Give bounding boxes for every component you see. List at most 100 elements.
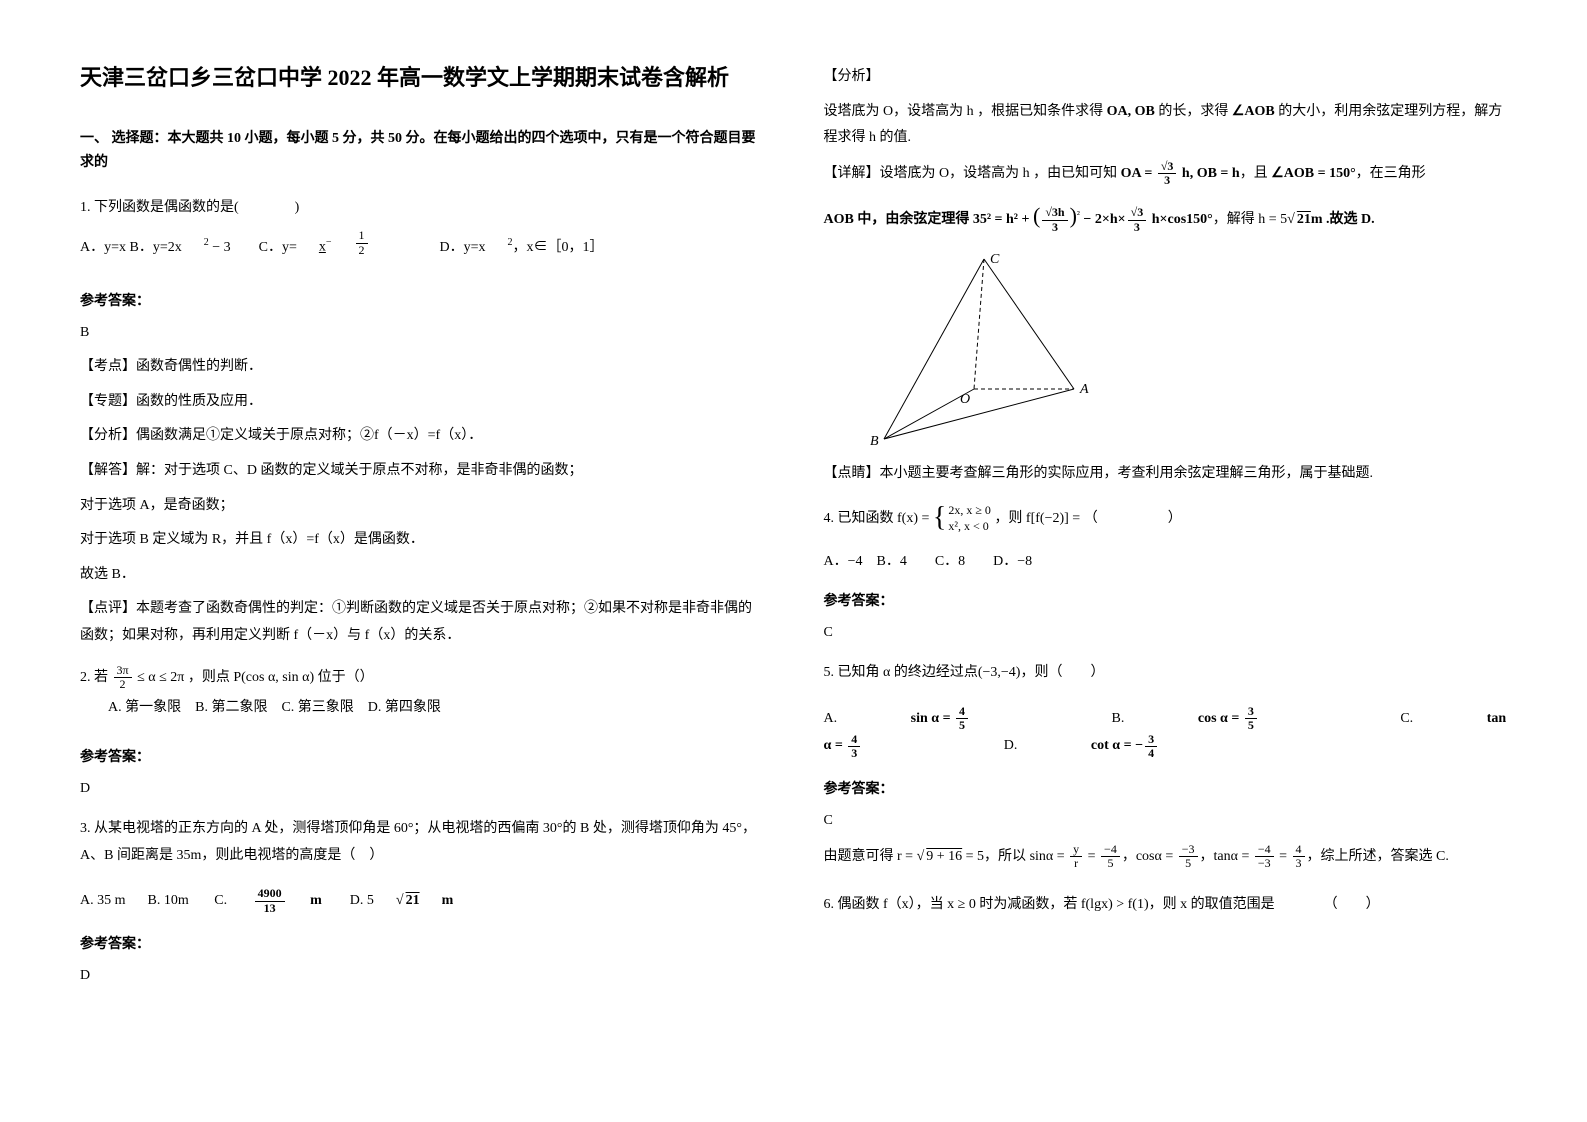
q1-tag4: 【解答】解：对于选项 C、D 函数的定义域关于原点不对称，是非奇非偶的函数； bbox=[80, 458, 764, 485]
t4lhs: 35² = h² + bbox=[973, 212, 1033, 227]
q5-answer-head: 参考答案： bbox=[824, 778, 1508, 798]
q5ssqrt: 9 + 16 bbox=[924, 849, 962, 864]
t3rhs: h, OB = h bbox=[1178, 166, 1239, 181]
q5-Apre: sin α = bbox=[911, 711, 954, 726]
q1-answer: B bbox=[80, 320, 764, 347]
t4n2: √3 bbox=[1128, 206, 1147, 220]
q3-optA: A. 35 m bbox=[80, 893, 126, 908]
q5-Cd: 3 bbox=[848, 747, 860, 760]
t3b: ，且 bbox=[1240, 166, 1272, 181]
q1-tag2: 【专题】函数的性质及应用． bbox=[80, 389, 764, 416]
q5s1d: 5 bbox=[1101, 857, 1120, 870]
q1-expneg: − bbox=[326, 237, 332, 248]
q5seq1: = bbox=[1084, 849, 1099, 864]
q3-optC-post: m bbox=[307, 893, 322, 908]
q1-optAB: A．y=x B．y=2x bbox=[80, 240, 182, 255]
t4lp: ( bbox=[1033, 203, 1040, 228]
question-1: 1. 下列函数是偶函数的是( ) A．y=x B．y=2x2 − 3 C．y=x… bbox=[80, 195, 764, 270]
q3-answer-head: 参考答案： bbox=[80, 933, 764, 953]
q1-answer-head: 参考答案： bbox=[80, 290, 764, 310]
q5t2d: 3 bbox=[1293, 857, 1305, 870]
q3-optC-den: 13 bbox=[255, 902, 285, 915]
q4-tail: （ ） bbox=[1084, 511, 1182, 526]
q5t2n: 4 bbox=[1293, 843, 1305, 857]
q3-optD-pre: D. 5 bbox=[322, 893, 374, 908]
q5-An: 4 bbox=[956, 705, 968, 719]
q1-exp-den: 2 bbox=[356, 244, 368, 257]
q3-optD-post: m bbox=[442, 893, 454, 908]
q5sc: ，cosα = bbox=[1122, 849, 1177, 864]
q3-sol-note: 【点睛】本小题主要考查解三角形的实际应用，考查利用余弦定理解三角形，属于基础题. bbox=[824, 461, 1508, 488]
q5c1d: 5 bbox=[1179, 857, 1198, 870]
t4sqrt: 21 bbox=[1295, 212, 1311, 227]
q5t1d: −3 bbox=[1255, 857, 1274, 870]
q1-postB: − 3 C．y= bbox=[209, 240, 297, 255]
q5ssd: r bbox=[1070, 857, 1082, 870]
exam-title: 天津三岔口乡三岔口中学 2022 年高一数学文上学期期末试卷含解析 bbox=[80, 60, 764, 95]
q5-Bpre: cos α = bbox=[1198, 711, 1243, 726]
q3-sol-head: 【分析】 bbox=[824, 64, 1508, 91]
q3-diagram: C O A B bbox=[864, 249, 1104, 449]
right-column: 【分析】 设塔底为 O，设塔高为 h ，根据已知条件求得 OA, OB 的长，求… bbox=[794, 60, 1538, 1082]
q5sa: 由题意可得 r = bbox=[824, 849, 917, 864]
q5-labB: B. bbox=[1112, 711, 1125, 726]
q1-tag6: 对于选项 B 定义域为 R，并且 f（x）=f（x）是偶函数． bbox=[80, 527, 764, 554]
q5-answer: C bbox=[824, 808, 1508, 835]
q5-solution: 由题意可得 r = √9 + 16 = 5，所以 sinα = yr = −45… bbox=[824, 843, 1508, 871]
q3-options: A. 35 mB. 10m C. 490013 m D. 5√21m bbox=[80, 887, 764, 915]
q3-optC-num: 4900 bbox=[255, 887, 285, 901]
question-6: 6. 偶函数 f（x），当 x ≥ 0 时为减函数，若 f(lgx) > f(1… bbox=[824, 892, 1508, 919]
t4in: √3h bbox=[1042, 206, 1067, 220]
q5-Dpre: cot α = − bbox=[1091, 738, 1143, 753]
q3-sol-line2: 设塔底为 O，设塔高为 h ，根据已知条件求得 OA, OB 的长，求得 ∠AO… bbox=[824, 99, 1508, 152]
q5-Bn: 3 bbox=[1245, 705, 1257, 719]
q5s1n: −4 bbox=[1101, 843, 1120, 857]
q5-Bd: 5 bbox=[1245, 719, 1257, 732]
q4-options: A．−4 B．4 C．8 D．−8 bbox=[824, 549, 1508, 576]
q4-piecewise: { 2x, x ≥ 0 x², x < 0 bbox=[933, 502, 991, 536]
q5-Cn: 4 bbox=[848, 733, 860, 747]
q6b: 时为减函数，若 bbox=[976, 897, 1081, 912]
t4a: AOB 中，由余弦定理得 bbox=[824, 212, 973, 227]
q1-supD: 2 bbox=[508, 237, 513, 248]
q5-labD: D. bbox=[1004, 738, 1018, 753]
q3-optB: B. 10m bbox=[148, 893, 193, 908]
q6c: ，则 x 的取值范围是 （ ） bbox=[1149, 897, 1380, 912]
q5se: ，综上所述，答案选 C. bbox=[1307, 849, 1449, 864]
q2-options: A. 第一象限 B. 第二象限 C. 第三象限 D. 第四象限 bbox=[80, 695, 764, 722]
q1-optC-exp: −12 bbox=[326, 237, 412, 248]
q1-tag3: 【分析】偶函数满足①定义域关于原点对称；②f（－x）=f（x）． bbox=[80, 423, 764, 450]
t3lhs: OA = bbox=[1121, 166, 1156, 181]
q2-den: 2 bbox=[114, 678, 132, 691]
t2a: 设塔底为 O，设塔高为 h ，根据已知条件求得 bbox=[824, 104, 1107, 119]
q1-options: A．y=x B．y=2x2 − 3 C．y=x−12 D．y=x2，x∈［0，1… bbox=[80, 229, 764, 261]
question-3: 3. 从某电视塔的正东方向的 A 处，测得塔顶仰角是 60°；从电视塔的西偏南 … bbox=[80, 816, 764, 869]
q6cond: x ≥ 0 bbox=[947, 897, 976, 912]
q5-Dd: 4 bbox=[1145, 747, 1157, 760]
q5c1n: −3 bbox=[1179, 843, 1198, 857]
q4-case2: x², x < 0 bbox=[948, 518, 991, 535]
brace-icon: { bbox=[933, 504, 946, 532]
q3-optD-sqrt: 21 bbox=[404, 893, 420, 908]
q1-tag7: 故选 B． bbox=[80, 562, 764, 589]
t2b: OA, OB bbox=[1107, 104, 1155, 119]
svg-text:A: A bbox=[1079, 382, 1089, 397]
q5t1n: −4 bbox=[1255, 843, 1274, 857]
t4b: ，解得 h = 5 bbox=[1213, 212, 1287, 227]
q2-pre: 2. 若 bbox=[80, 669, 112, 684]
q4-fx: f(x) = bbox=[897, 511, 933, 526]
q4-answer: C bbox=[824, 620, 1508, 647]
q2-answer: D bbox=[80, 776, 764, 803]
t2c: 的长，求得 bbox=[1155, 104, 1232, 119]
q3-optC-pre: C. bbox=[214, 893, 230, 908]
t3c: ，在三角形 bbox=[1356, 166, 1426, 181]
svg-text:O: O bbox=[960, 392, 970, 407]
q3-sol-line3: 【详解】设塔底为 O，设塔高为 h ，由已知可知 OA = √33 h, OB … bbox=[824, 160, 1508, 188]
svg-text:C: C bbox=[990, 252, 1000, 267]
q5-labC: C. bbox=[1400, 711, 1413, 726]
q2-mid: ≤ α ≤ 2π bbox=[137, 669, 184, 684]
q1-supB: 2 bbox=[204, 237, 209, 248]
q6ineq: f(lgx) > f(1) bbox=[1081, 897, 1149, 912]
q1-optD-pre: D．y=x bbox=[412, 240, 486, 255]
q2-answer-head: 参考答案： bbox=[80, 746, 764, 766]
